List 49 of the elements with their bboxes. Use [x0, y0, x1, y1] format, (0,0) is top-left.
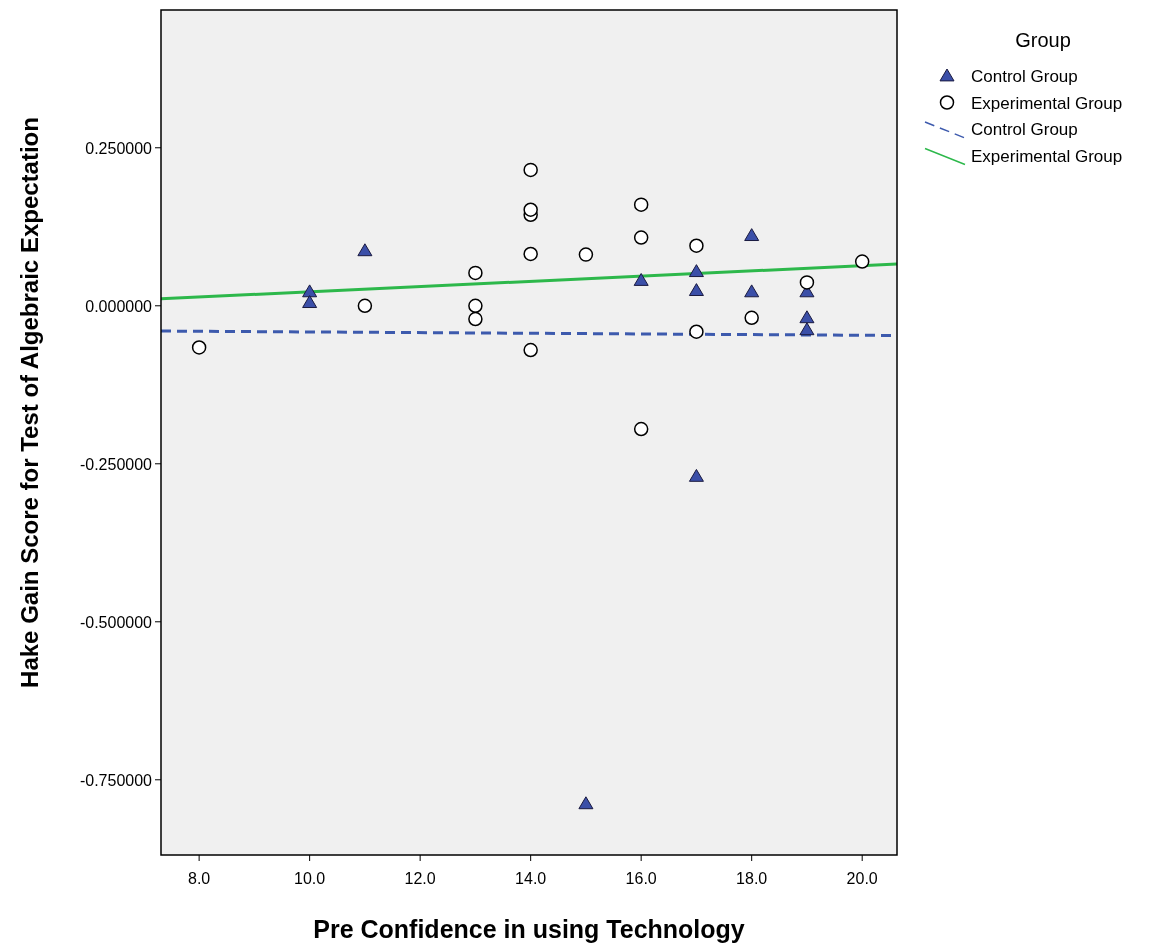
y-tick-label: 0.000000: [85, 297, 153, 315]
point: [744, 228, 760, 242]
y-tick-label: 0.250000: [85, 139, 153, 157]
legend-label: Control Group: [971, 120, 1078, 139]
y-tick-label: -0.500000: [79, 613, 153, 631]
point: [468, 311, 483, 327]
point: [799, 275, 815, 290]
point: [633, 273, 649, 286]
legend-label: Experimental Group: [971, 93, 1123, 113]
y-axis-title: Hake Gain Score for Test of Algebraic Expectation: [16, 117, 43, 688]
x-tick-label: 8.0: [188, 870, 211, 887]
x-tick-label: 10.0: [294, 870, 326, 887]
y-tick-label: -0.750000: [79, 771, 153, 789]
point: [523, 342, 538, 358]
x-tick-label: 20.0: [846, 870, 878, 887]
point: [302, 295, 318, 309]
x-tick-label: 18.0: [736, 870, 768, 887]
point: [854, 254, 870, 269]
y-tick-label: -0.250000: [79, 455, 153, 473]
point: [744, 310, 759, 326]
legend-label: Control Group: [971, 67, 1078, 86]
point: [689, 324, 704, 339]
point: [633, 197, 649, 212]
point: [633, 230, 649, 245]
x-tick-label: 12.0: [404, 870, 436, 887]
point: [689, 238, 704, 253]
point: [578, 796, 594, 810]
point: [191, 340, 207, 355]
x-tick-label: 14.0: [515, 870, 547, 887]
point: [302, 284, 318, 298]
point: [799, 310, 815, 324]
point: [799, 322, 815, 336]
point: [468, 265, 483, 281]
point: [578, 247, 594, 262]
legend-title: Group: [1015, 29, 1071, 51]
x-axis-title: Pre Confidence in using Technology: [313, 915, 745, 943]
point: [688, 283, 704, 297]
point: [523, 162, 538, 178]
point: [357, 243, 373, 257]
point: [688, 264, 704, 278]
point: [523, 246, 538, 262]
point: [468, 298, 483, 314]
point: [633, 421, 649, 437]
point: [688, 468, 704, 482]
point: [523, 202, 538, 217]
point: [357, 298, 373, 314]
point: [744, 284, 760, 298]
x-tick-label: 16.0: [625, 870, 657, 887]
legend-label: Experimental Group: [971, 146, 1123, 166]
